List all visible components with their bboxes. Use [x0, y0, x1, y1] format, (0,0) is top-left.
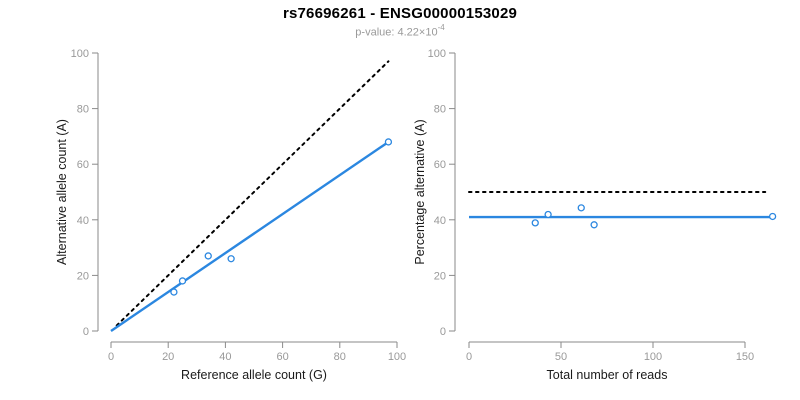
data-point	[384, 138, 393, 146]
x-tick-label: 50	[555, 351, 567, 363]
data-point	[227, 255, 235, 263]
y-tick-label: 20	[77, 270, 89, 282]
data-point	[544, 210, 552, 219]
regression-line	[110, 140, 390, 332]
y-tick-label: 100	[71, 48, 89, 60]
x-tick-label: 40	[219, 351, 231, 363]
data-point	[577, 204, 585, 212]
y-tick-label: 80	[77, 104, 89, 116]
x-tick-label: 100	[644, 351, 662, 363]
x-axis-title: Total number of reads	[547, 368, 668, 382]
data-point	[178, 277, 187, 285]
data-point	[204, 252, 212, 260]
identity-line	[115, 60, 390, 327]
y-tick-label: 0	[440, 326, 446, 338]
allele-counts-chart: 0 20 40 60 80 100 0 20 40 60 80 100 Reference allele…	[55, 48, 406, 382]
plot-title: rs76696261 - ENSG00000153029	[282, 5, 518, 22]
x-tick-label: 80	[334, 351, 346, 363]
x-axis-title: Reference allele count (G)	[181, 368, 327, 382]
x-tick-label: 100	[388, 351, 406, 363]
x-tick-label: 150	[736, 351, 754, 363]
y-tick-label: 60	[434, 159, 446, 171]
y-tick-label: 20	[434, 270, 446, 282]
data-point	[170, 288, 178, 296]
y-tick-label: 40	[77, 215, 89, 227]
x-tick-label: 0	[466, 351, 472, 363]
data-point	[531, 219, 539, 227]
y-axis-title: Percentage alternative (A)	[413, 119, 427, 264]
x-tick-label: 60	[276, 351, 288, 363]
x-tick-label: 20	[162, 351, 174, 363]
y-tick-label: 0	[83, 326, 89, 338]
plot-subtitle: p-value: 4.22×10-4	[0, 23, 800, 39]
y-tick-label: 60	[77, 159, 89, 171]
p-value-exponent: -4	[437, 23, 445, 32]
y-tick-label: 40	[434, 215, 446, 227]
y-tick-label: 100	[428, 48, 446, 60]
y-tick-label: 80	[434, 104, 446, 116]
y-axis-title: Alternative allele count (A)	[55, 119, 69, 265]
x-tick-label: 0	[108, 351, 114, 363]
p-value-text: p-value: 4.22×10	[355, 26, 438, 39]
percentage-vs-reads-chart: 0 20 40 60 80 100 0 50 100 150 Total number of rea…	[413, 48, 777, 382]
data-point	[590, 221, 598, 229]
data-point	[768, 212, 777, 221]
